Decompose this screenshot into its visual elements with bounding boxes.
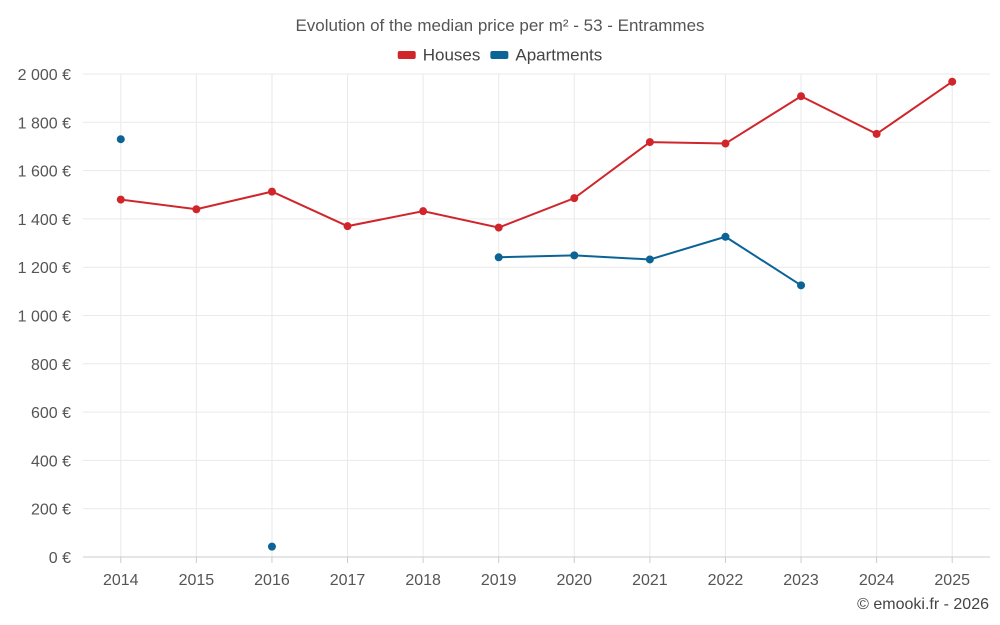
data-point-apartments[interactable]: [116, 135, 125, 144]
data-point-apartments[interactable]: [797, 281, 806, 290]
y-tick-label: 1 400 €: [18, 212, 71, 229]
y-tick-label: 0 €: [49, 550, 71, 567]
data-point-houses[interactable]: [343, 222, 352, 231]
data-point-houses[interactable]: [645, 138, 654, 147]
x-tick-label: 2021: [632, 572, 668, 589]
x-tick-label: 2017: [330, 572, 366, 589]
data-point-apartments[interactable]: [721, 232, 730, 241]
legend-label: Houses: [423, 45, 481, 64]
data-point-apartments[interactable]: [645, 255, 654, 264]
legend-label: Apartments: [515, 45, 602, 64]
x-tick-label: 2015: [179, 572, 215, 589]
x-tick-label: 2018: [405, 572, 441, 589]
series-houses: [116, 77, 957, 232]
legend-item-apartments[interactable]: Apartments: [490, 45, 602, 64]
credit-text: © emooki.fr - 2026: [857, 596, 989, 613]
y-tick-label: 600 €: [31, 405, 71, 422]
y-tick-label: 1 200 €: [18, 260, 71, 277]
series-layer: [116, 77, 957, 551]
x-tick-label: 2014: [103, 572, 139, 589]
data-point-houses[interactable]: [948, 77, 957, 86]
x-tick-label: 2024: [859, 572, 895, 589]
series-apartments: [116, 135, 806, 551]
x-tick-label: 2023: [783, 572, 819, 589]
data-point-apartments[interactable]: [570, 251, 579, 260]
legend-swatch: [397, 51, 416, 59]
data-point-houses[interactable]: [267, 187, 276, 196]
y-tick-label: 1 000 €: [18, 309, 71, 326]
y-tick-label: 400 €: [31, 453, 71, 470]
data-point-apartments[interactable]: [267, 542, 276, 551]
data-point-houses[interactable]: [872, 129, 881, 138]
y-tick-label: 2 000 €: [18, 67, 71, 84]
legend-swatch: [490, 51, 509, 59]
x-tick-label: 2022: [708, 572, 744, 589]
legend: Houses Apartments: [397, 45, 602, 64]
x-tick-label: 2020: [556, 572, 592, 589]
y-tick-label: 1 600 €: [18, 164, 71, 181]
y-tick-label: 1 800 €: [18, 115, 71, 132]
series-line-houses: [120, 80, 953, 229]
data-point-houses[interactable]: [494, 223, 503, 232]
y-axis: 0 € 200 € 400 € 600 € 800 € 1 000 € 1 200 € 1 4…: [18, 67, 71, 567]
data-point-houses[interactable]: [116, 195, 125, 204]
x-tick-label: 2025: [934, 572, 970, 589]
data-point-houses[interactable]: [721, 139, 730, 148]
x-axis: 2014 2015 2016 2017 2018 2019 2020 2021 2022 2023…: [83, 556, 990, 589]
x-tick-label: 2016: [254, 572, 290, 589]
y-tick-label: 800 €: [31, 357, 71, 374]
chart-title: Evolution of the median price per m² - 5…: [295, 16, 704, 35]
x-tick-label: 2019: [481, 572, 517, 589]
data-point-houses[interactable]: [797, 92, 806, 101]
data-point-houses[interactable]: [192, 205, 201, 214]
data-point-houses[interactable]: [570, 194, 579, 203]
grid: [83, 73, 990, 557]
legend-item-houses[interactable]: Houses: [397, 45, 481, 64]
data-point-houses[interactable]: [419, 207, 428, 216]
data-point-apartments[interactable]: [494, 253, 503, 262]
y-tick-label: 200 €: [31, 502, 71, 519]
